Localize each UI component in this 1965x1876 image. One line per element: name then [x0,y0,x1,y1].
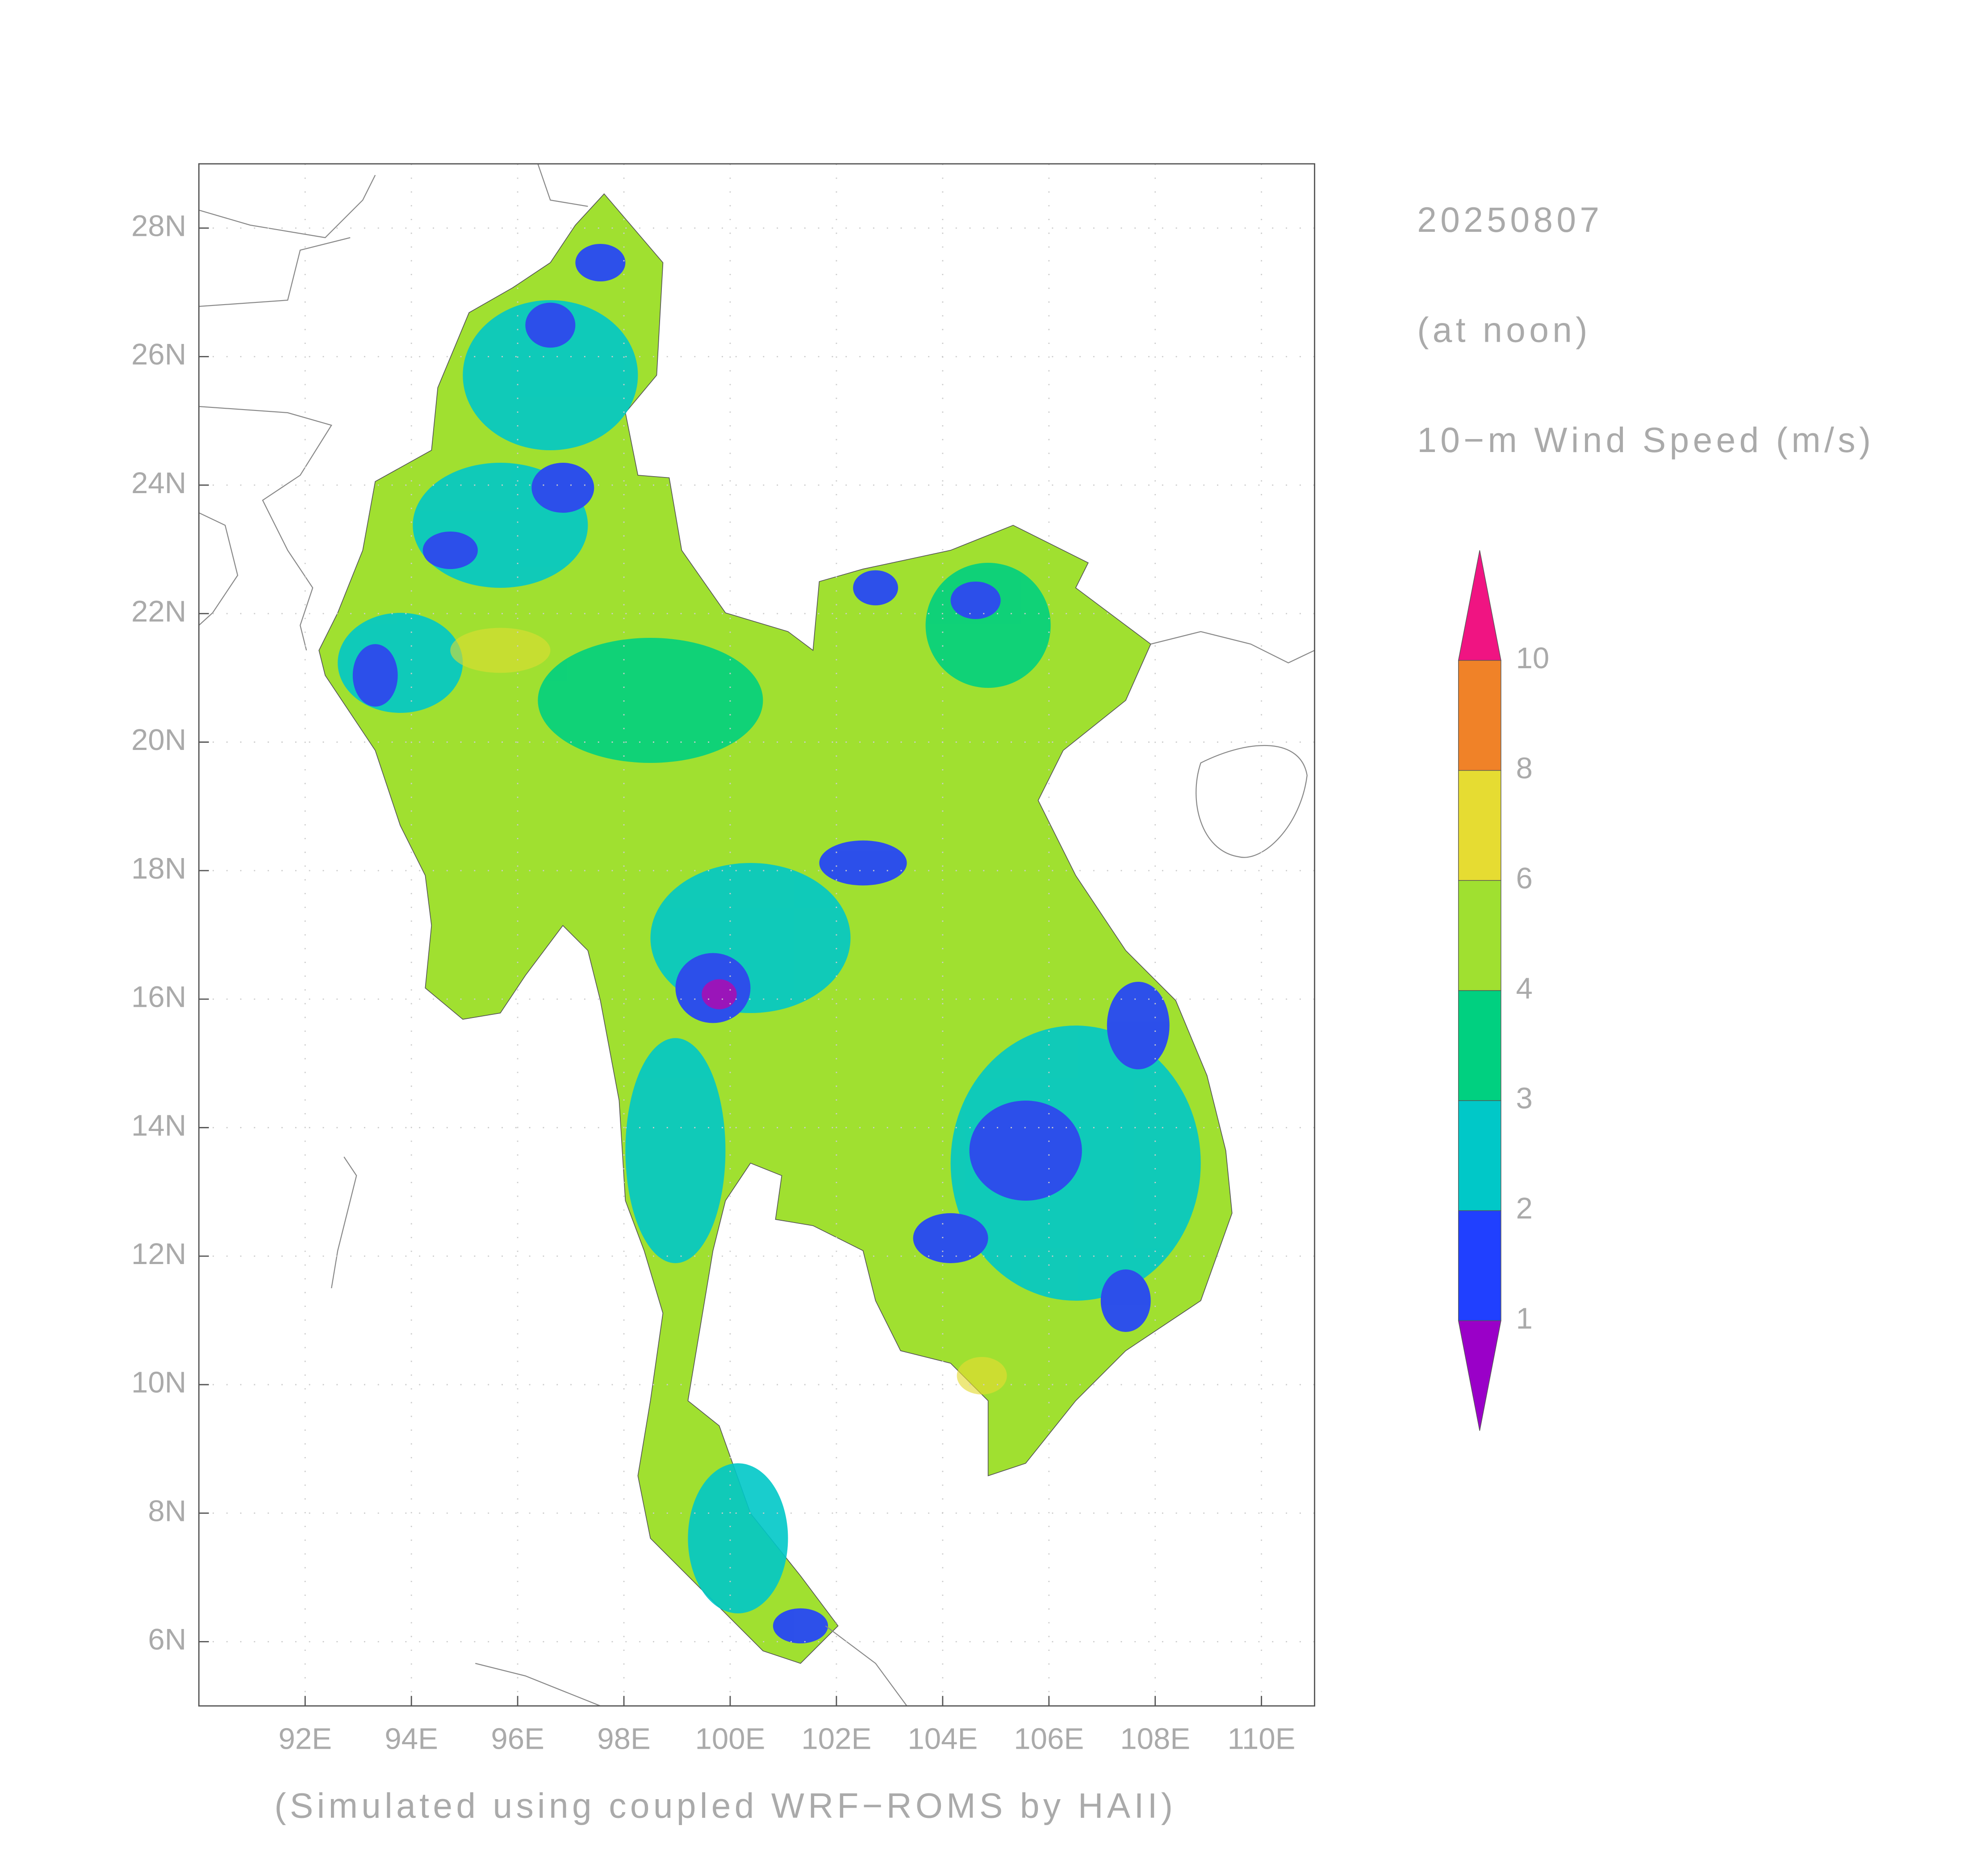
colorbar-band [1458,1210,1501,1321]
colorbar-label: 6 [1516,862,1533,895]
y-tick-label: 20N [131,723,186,757]
colorbar-band [1458,770,1501,881]
y-tick-label: 24N [131,466,186,500]
x-tick-label: 98E [597,1722,651,1755]
y-tick-label: 8N [148,1494,186,1528]
colorbar-label: 1 [1516,1302,1533,1336]
y-tick-label: 22N [131,595,186,628]
x-tick-label: 110E [1228,1722,1296,1755]
colorbar-label: 3 [1516,1082,1533,1115]
y-tick-label: 6N [148,1623,186,1656]
x-tick-label: 94E [385,1722,438,1755]
coastlines [198,163,1315,1707]
colorbar: 1 2 3 4 6 8 10 [1458,550,1550,1431]
date-title: 20250807 [1417,200,1603,239]
colorbar-band [1458,660,1501,771]
wind-patches [338,244,1201,1644]
x-tick-label: 106E [1014,1722,1084,1755]
x-tick-label: 92E [278,1722,332,1755]
x-tick-label: 104E [907,1722,978,1755]
x-tick-label: 108E [1120,1722,1190,1755]
colorbar-band [1458,990,1501,1101]
axes: 92E 94E 96E 98E 100E 102E 104E 106E 108E 110E 6N 8N… [131,163,1315,1755]
x-tick-label: 96E [491,1722,544,1755]
footer-note: (Simulated using coupled WRF−ROMS by HAI… [275,1786,1177,1826]
colorbar-label: 4 [1516,972,1533,1005]
y-tick-label: 18N [131,852,186,885]
x-tick-label: 100E [695,1722,765,1755]
land [198,163,1315,1707]
colorbar-band [1458,1100,1501,1211]
y-tick-label: 14N [131,1109,186,1142]
colorbar-label: 2 [1516,1192,1533,1225]
y-tick-label: 12N [131,1237,186,1271]
colorbar-label: 8 [1516,752,1533,785]
y-tick-label: 26N [131,338,186,371]
time-subtitle: (at noon) [1417,310,1591,350]
colorbar-band [1458,880,1501,991]
map-frame [198,163,1316,1707]
colorbar-label: 10 [1516,641,1550,675]
y-tick-label: 10N [131,1366,186,1399]
colorbar-over [1458,550,1501,661]
y-tick-label: 28N [131,209,186,243]
x-tick-label: 102E [801,1722,871,1755]
variable-label: 10−m Wind Speed (m/s) [1417,420,1874,460]
y-tick-label: 16N [131,980,186,1014]
